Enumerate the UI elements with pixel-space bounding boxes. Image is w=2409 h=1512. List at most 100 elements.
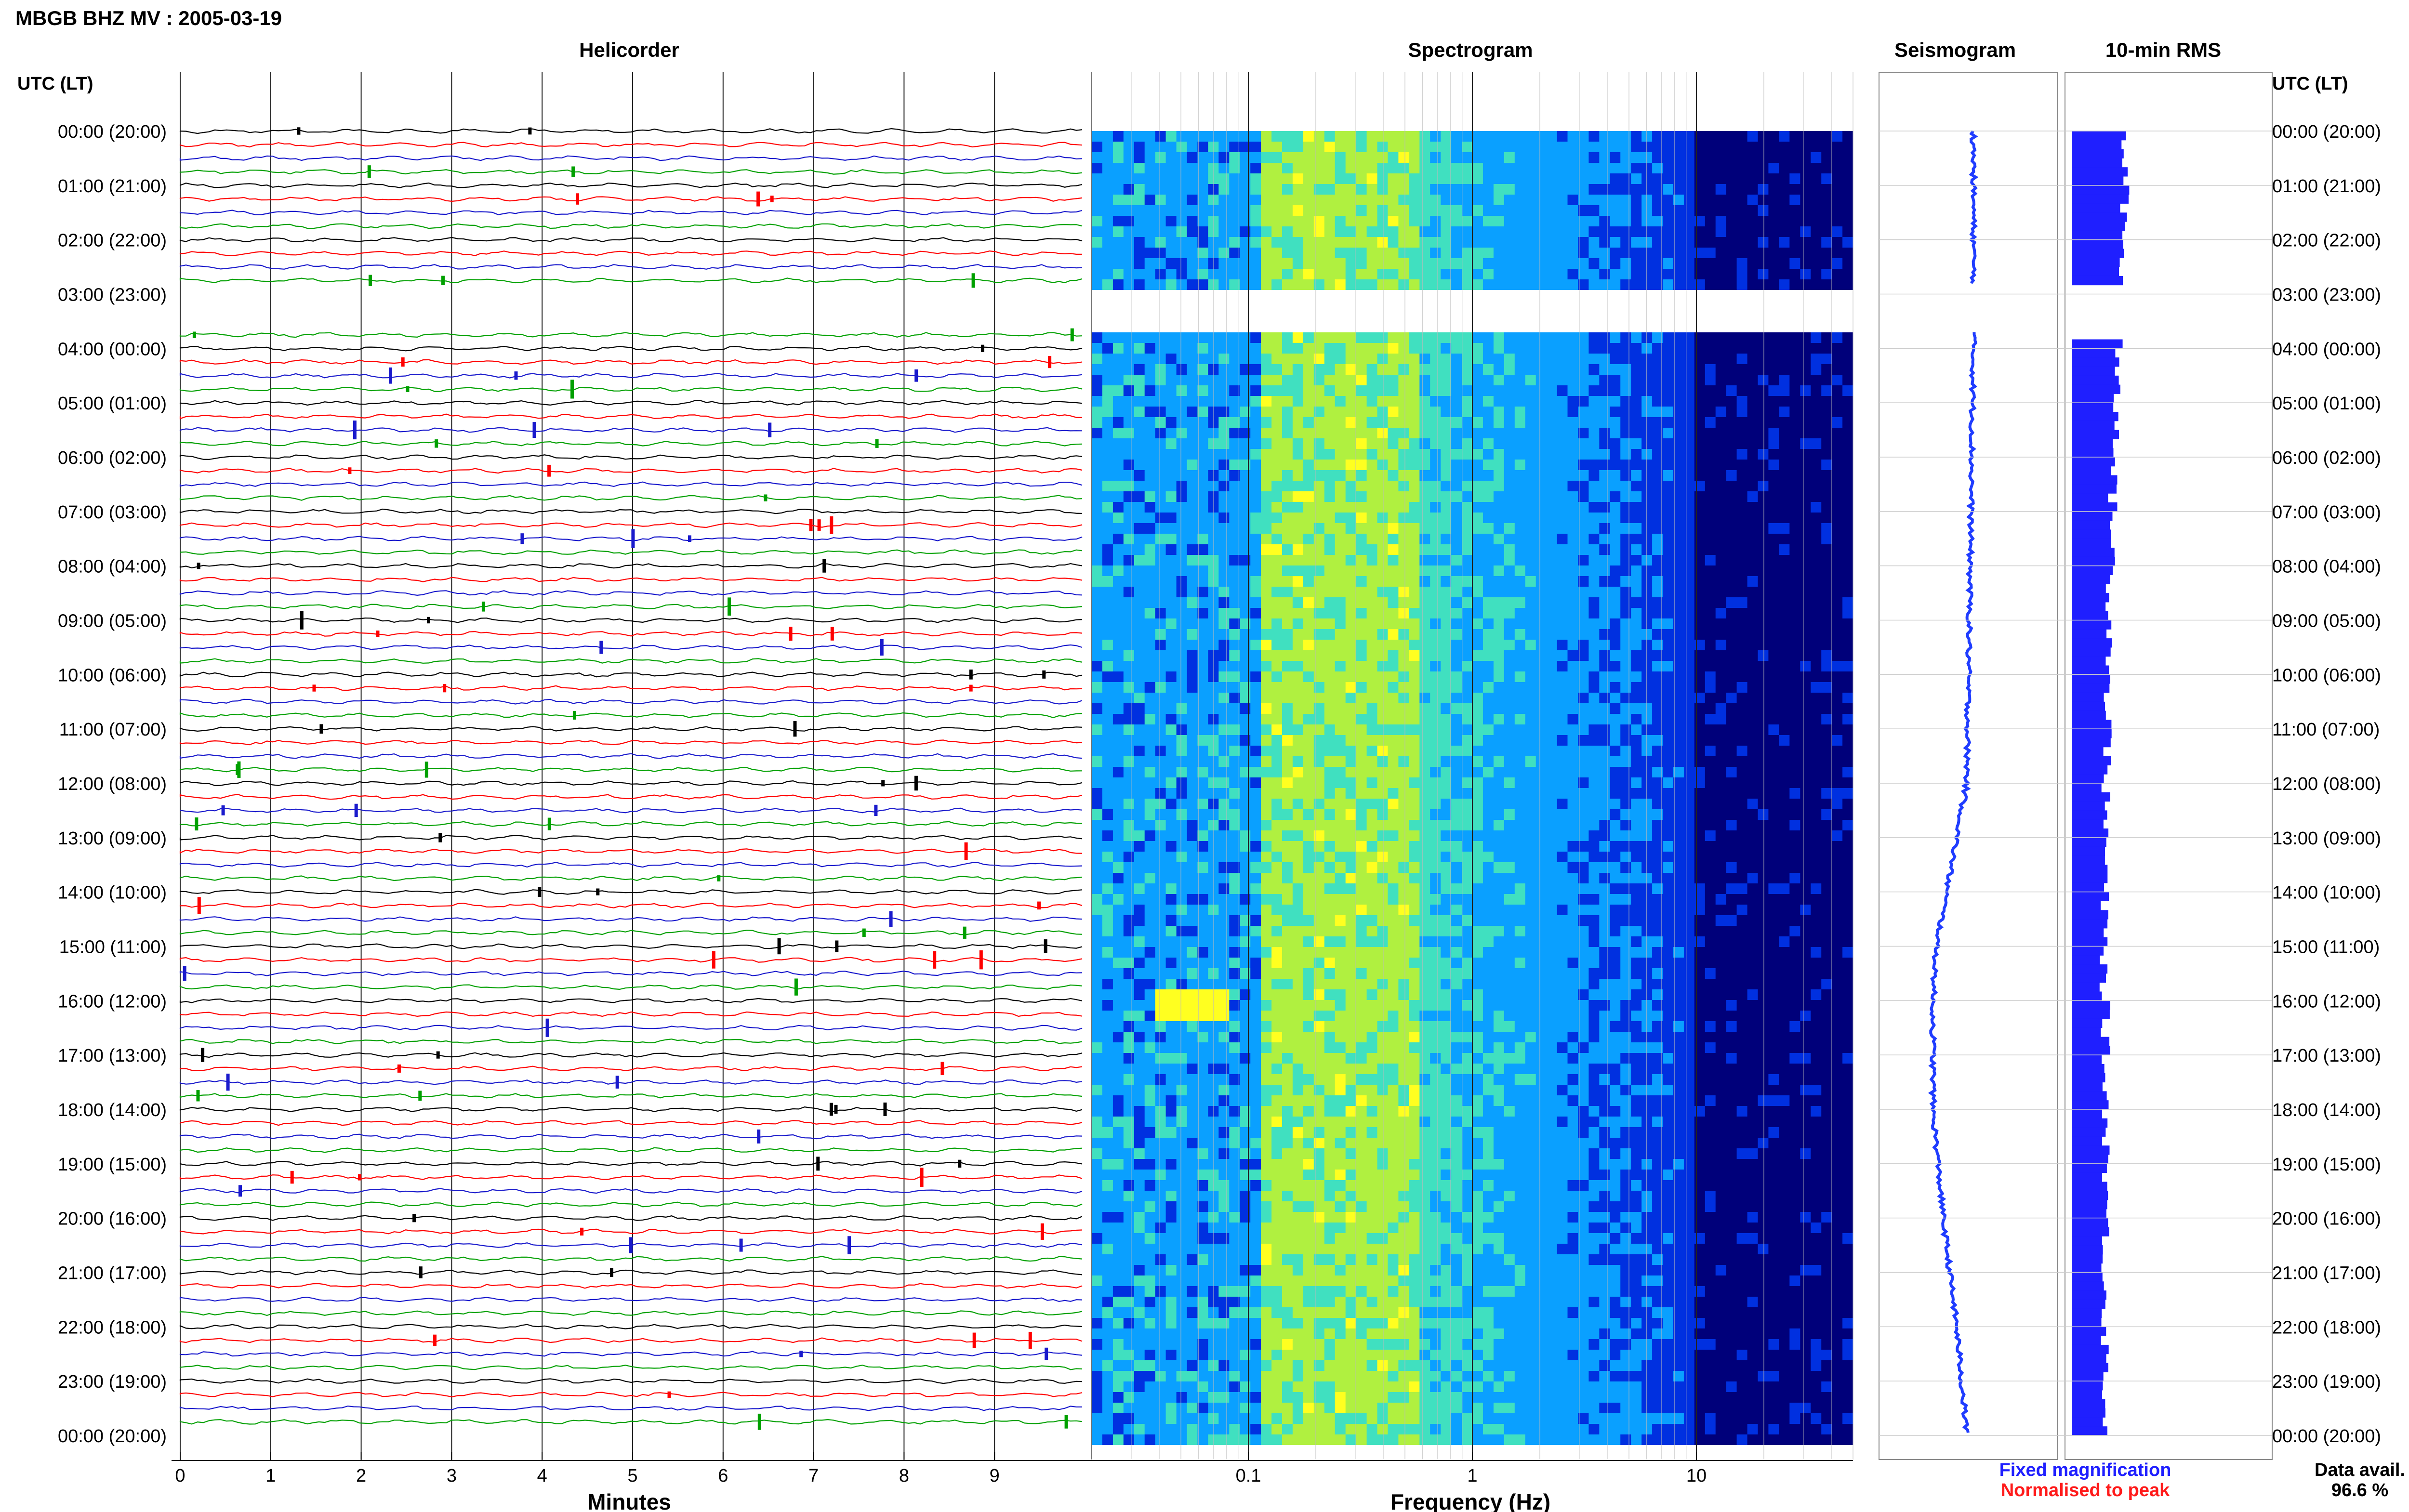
spectrogram-cell [1335,767,1346,777]
spectrogram-cell [1493,799,1505,809]
helicorder-trace [179,1365,1083,1370]
spectrogram-cell [1462,576,1473,587]
spectrogram-cell [1557,195,1568,205]
spectrogram-cell [1610,142,1621,152]
spectrogram-cell [1102,216,1113,226]
spectrogram-cell [1430,491,1441,502]
spectrogram-cell [1525,396,1536,407]
spectrogram-cell [1123,724,1135,735]
spectrogram-cell [1451,640,1462,650]
spectrogram-cell [1758,862,1769,873]
spectrogram-cell [1694,544,1706,555]
spectrogram-cell [1292,724,1304,735]
spectrogram-cell [1747,449,1759,460]
spectrogram-cell [1800,205,1811,216]
spectrogram-cell [1620,184,1631,195]
spectrogram-cell [1694,534,1706,544]
spectrogram-cell [1620,523,1631,534]
spectrogram-cell [1557,841,1568,852]
spectrogram-cell [1165,226,1177,237]
spectrogram-cell [1726,226,1737,237]
spectrogram-cell [1694,841,1706,852]
spectrogram-cell [1229,799,1240,809]
spectrogram-cell [1388,407,1399,417]
spectrogram-cell [1250,714,1261,724]
spectrogram-cell [1610,491,1621,502]
helicorder-event-spike [862,928,866,937]
spectrogram-cell [1567,428,1578,438]
spectrogram-cell [1409,152,1420,163]
spectrogram-cell [1398,629,1409,640]
spectrogram-cell [1811,809,1822,820]
spectrogram-cell [1620,417,1631,428]
spectrogram-cell [1578,438,1589,449]
spectrogram-cell [1620,767,1631,777]
spectrogram-cell [1546,226,1558,237]
spectrogram-cell [1229,502,1240,513]
spectrogram-cell [1514,555,1526,565]
spectrogram-cell [1324,640,1336,650]
helicorder-event-spike [438,833,442,842]
spectrogram-cell [1557,460,1568,470]
spectrogram-cell [1176,460,1188,470]
spectrogram-cell [1715,513,1727,523]
spectrogram-cell [1197,248,1208,258]
spectrogram-cell [1631,131,1642,142]
spectrogram-cell [1641,597,1653,608]
spectrogram-cell [1409,565,1420,576]
spectrogram-cell [1377,269,1388,279]
spectrogram-cell [1282,555,1293,565]
spectrogram-cell [1758,767,1769,777]
spectrogram-cell [1800,523,1811,534]
spectrogram-cell [1197,693,1208,703]
spectrogram-cell [1620,703,1631,714]
spectrogram-cell [1779,735,1790,746]
spectrogram-cell [1335,513,1346,523]
spectrogram-cell [1758,375,1769,385]
spectrogram-cell [1303,714,1314,724]
spectrogram-cell [1144,491,1156,502]
spectrogram-cell [1155,862,1166,873]
spectrogram-cell [1345,820,1357,830]
spectrogram-cell [1229,576,1240,587]
spectrogram-cell [1102,682,1113,693]
spectrogram-cell [1261,534,1272,544]
spectrogram-cell [1345,565,1357,576]
spectrogram-cell [1187,650,1198,661]
spectrogram-cell [1462,354,1473,364]
spectrogram-cell [1388,746,1399,756]
spectrogram-cell [1578,269,1589,279]
spectrogram-cell [1525,555,1536,565]
spectrogram-cell [1726,650,1737,661]
spectrogram-cell [1482,703,1494,714]
spectrogram-cell [1324,502,1336,513]
spectrogram-cell [1546,576,1558,587]
spectrogram-cell [1588,385,1600,396]
spectrogram-cell [1218,460,1230,470]
spectrogram-cell [1451,491,1462,502]
spectrogram-cell [1631,152,1642,163]
spectrogram-cell [1694,587,1706,597]
spectrogram-cell [1271,767,1283,777]
spectrogram-cell [1663,173,1674,184]
spectrogram-cell [1546,629,1558,640]
spectrogram-cell [1768,163,1779,173]
spectrogram-cell [1482,375,1494,385]
spectrogram-cell [1832,523,1843,534]
spectrogram-cell [1165,205,1177,216]
spectrogram-cell [1789,385,1800,396]
spectrogram-cell [1282,852,1293,862]
helicorder-event-spike [631,529,635,548]
spectrogram-cell [1493,269,1505,279]
spectrogram-cell [1726,830,1737,841]
spectrogram-cell [1102,173,1113,184]
spectrogram-cell [1789,830,1800,841]
spectrogram-cell [1187,523,1198,534]
spectrogram-cell [1800,460,1811,470]
spectrogram-cell [1567,565,1578,576]
spectrogram-cell [1800,555,1811,565]
spectrogram-cell [1324,216,1336,226]
spectrogram-cell [1123,460,1135,470]
helicorder-trace [179,1065,1083,1072]
spectrogram-cell [1811,163,1822,173]
